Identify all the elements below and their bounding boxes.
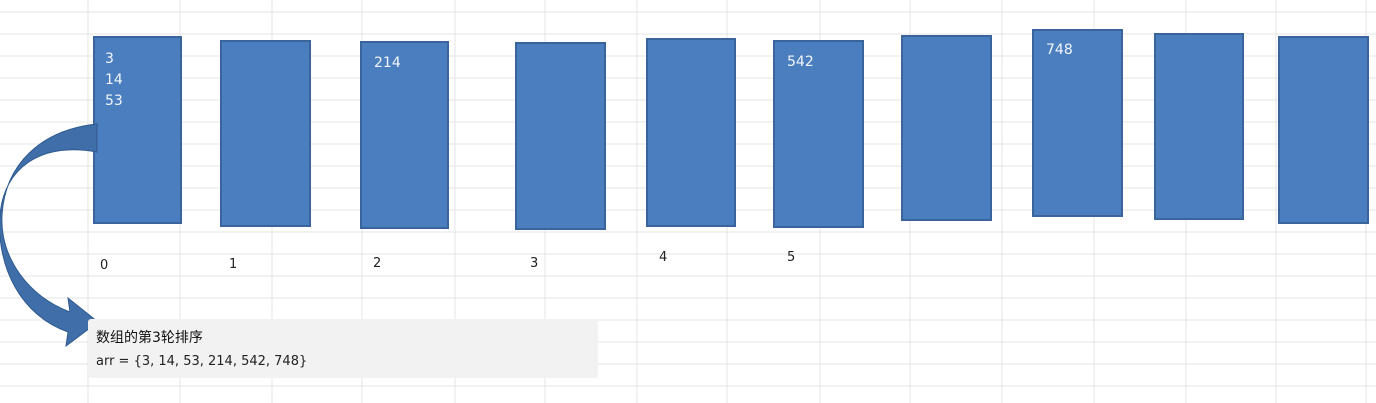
sort-note: 数组的第3轮排序 arr = {3, 14, 53, 214, 542, 748… [88,319,598,378]
bucket-9 [1278,36,1369,224]
bucket-value: 3 [105,51,114,67]
note-title: 数组的第3轮排序 [96,330,203,346]
bucket-1 [220,40,311,227]
bucket-values: 214 [374,53,401,74]
bucket-values: 542 [787,52,814,73]
bucket-7: 748 [1032,29,1123,217]
index-label-0: 0 [100,258,109,273]
index-label-3: 3 [530,256,539,271]
index-label-5: 5 [787,250,796,265]
bucket-value: 748 [1046,42,1073,58]
bucket-value: 214 [374,55,401,71]
bucket-4 [646,38,736,227]
bucket-3 [515,42,606,230]
bucket-6 [901,35,992,221]
bucket-0: 3 14 53 [93,36,182,224]
curved-arrow-shape [0,123,99,348]
bucket-2: 214 [360,41,449,229]
bucket-8 [1154,33,1244,220]
index-label-2: 2 [373,256,382,271]
bucket-value: 14 [105,72,123,88]
bucket-value: 542 [787,54,814,70]
bucket-values: 748 [1046,40,1073,61]
note-array: arr = {3, 14, 53, 214, 542, 748} [96,354,308,369]
index-label-1: 1 [229,257,238,272]
bucket-value: 53 [105,93,123,109]
bucket-values: 3 14 53 [105,49,123,112]
index-label-4: 4 [659,250,668,265]
bucket-5: 542 [773,40,864,228]
